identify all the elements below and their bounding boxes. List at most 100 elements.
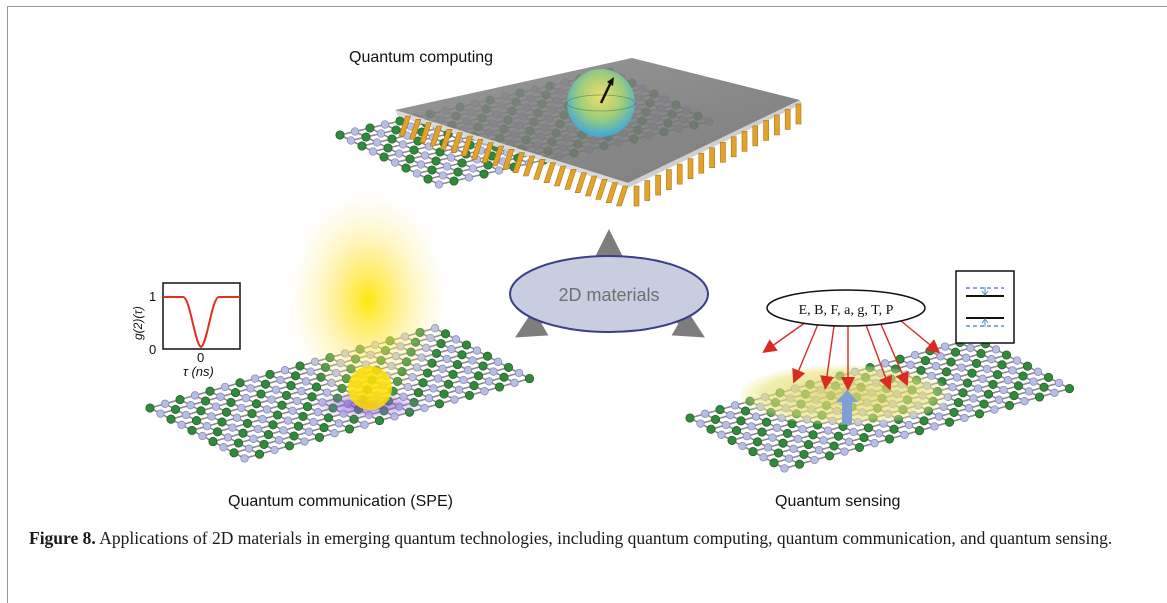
green-atom (443, 379, 454, 389)
lavender-atom (334, 419, 344, 428)
energy-level-inset (955, 270, 1015, 344)
lavender-atom (759, 453, 768, 462)
lavender-atom (940, 342, 950, 351)
gold-electrode (553, 165, 567, 187)
lavender-atom (464, 173, 474, 182)
green-atom (469, 381, 479, 391)
lavender-atom (177, 420, 186, 429)
lavender-atom (219, 443, 228, 452)
green-atom (449, 176, 459, 186)
sensing-title: Quantum sensing (775, 493, 900, 510)
green-atom (748, 447, 758, 457)
lavender-atom (390, 158, 400, 167)
gold-electrode (644, 180, 651, 201)
lavender-atom (1008, 366, 1017, 375)
lavender-atom (763, 443, 773, 452)
lavender-atom (253, 424, 263, 434)
lavender-atom (798, 425, 807, 434)
lavender-atom (948, 383, 957, 392)
lavender-atom (1054, 378, 1064, 388)
g2-curve (163, 296, 240, 349)
lavender-atom (424, 394, 434, 403)
figure-illustration: Quantum computing 2D materials 1 0 0 τ (… (131, 49, 1075, 510)
lavender-atom (438, 171, 448, 180)
field-arrow (879, 321, 909, 387)
lavender-atom (936, 352, 945, 361)
lavender-atom (450, 395, 459, 404)
green-atom (461, 340, 472, 350)
green-atom (953, 398, 964, 408)
quantum-communication-panel: 1 0 0 τ (ns) g(2)(τ) Quantum communicati… (131, 190, 535, 510)
green-atom (175, 395, 185, 405)
green-atom (200, 396, 211, 406)
lavender-atom (368, 147, 378, 156)
lavender-atom (240, 454, 249, 463)
gold-electrode (730, 136, 737, 158)
green-atom (833, 431, 844, 441)
green-atom (950, 347, 961, 357)
green-atom (782, 428, 793, 438)
green-atom (289, 431, 299, 441)
gold-electrode (429, 125, 443, 147)
lavender-atom (493, 357, 503, 366)
lavender-atom (451, 335, 461, 344)
lavender-atom (987, 355, 996, 364)
computing-title: Quantum computing (349, 49, 493, 66)
green-atom (1039, 382, 1049, 392)
green-atom (235, 378, 245, 388)
green-atom (715, 405, 725, 415)
gold-electrode (419, 122, 432, 143)
communication-title: Quantum communication (SPE) (228, 493, 453, 510)
green-atom (731, 426, 742, 436)
lavender-atom (433, 374, 443, 383)
lavender-atom (330, 429, 339, 438)
gold-electrode (398, 115, 411, 137)
green-atom (238, 428, 248, 438)
computing-plate-edge-left (395, 110, 628, 188)
green-atom (916, 365, 926, 375)
green-atom (457, 158, 467, 168)
lavender-atom (814, 446, 824, 455)
green-atom (365, 123, 375, 133)
green-atom (829, 441, 839, 451)
lavender-atom (793, 434, 803, 444)
lavender-atom (789, 444, 798, 453)
lavender-atom (360, 420, 369, 429)
green-atom (453, 167, 463, 177)
green-atom (383, 143, 393, 153)
green-atom (439, 389, 449, 399)
lavender-atom (186, 401, 195, 410)
lavender-atom (237, 403, 246, 413)
green-atom (298, 411, 308, 421)
sensing-field-arrows (762, 319, 941, 391)
gold-electrode (440, 129, 453, 150)
lavender-atom (480, 387, 489, 396)
lavender-atom (904, 420, 914, 430)
lavender-atom (823, 426, 833, 435)
green-atom (423, 174, 433, 184)
green-atom (889, 424, 899, 434)
lavender-atom (249, 434, 258, 443)
green-atom (494, 382, 505, 392)
sensing-quantities-bubble (766, 289, 926, 327)
lavender-atom (459, 375, 468, 385)
green-atom (290, 371, 301, 381)
lavender-atom (283, 416, 293, 425)
lavender-atom (244, 444, 254, 453)
lavender-atom (372, 138, 382, 147)
green-atom (431, 156, 441, 166)
gold-electrode (595, 179, 608, 200)
lavender-atom (301, 377, 311, 386)
figure-caption: Figure 8. Applications of 2D materials i… (29, 526, 1139, 551)
lavender-atom (398, 140, 408, 149)
lavender-atom (223, 433, 233, 442)
lavender-atom (840, 447, 849, 456)
center-label: 2D materials (558, 285, 659, 305)
green-atom (958, 388, 968, 398)
gold-electrode (460, 135, 474, 157)
green-atom (752, 437, 763, 447)
lavender-atom (751, 412, 761, 421)
green-atom (983, 389, 994, 399)
lavender-atom (721, 420, 731, 430)
green-atom (277, 400, 287, 410)
